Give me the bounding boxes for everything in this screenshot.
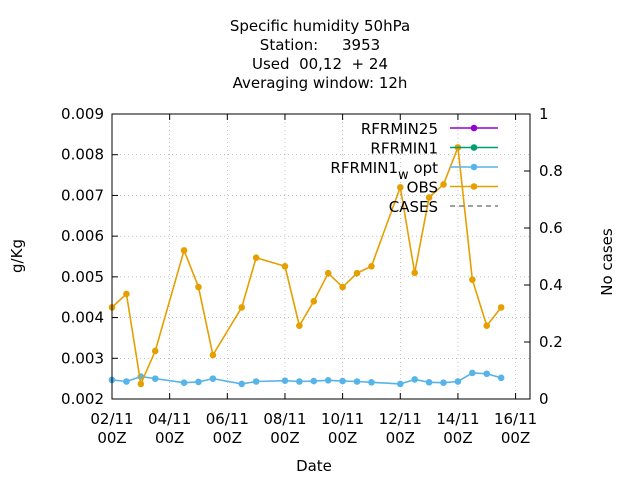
data-point	[469, 369, 476, 377]
series-line-obs	[111, 147, 502, 387]
data-point	[151, 375, 159, 382]
legend-marker	[470, 183, 478, 190]
data-point	[252, 378, 260, 385]
data-point	[123, 290, 130, 298]
data-point	[353, 378, 361, 385]
data-point	[411, 269, 418, 277]
data-point	[483, 322, 491, 330]
data-point	[238, 304, 246, 311]
x-tick-label-hour: 00Z	[386, 429, 415, 447]
data-point	[497, 374, 505, 382]
legend-entry: CASES	[389, 198, 438, 216]
x-tick-label: 04/11	[148, 410, 191, 428]
data-point	[310, 377, 318, 385]
chart-title-line-4: Averaging window: 12h	[232, 74, 408, 92]
y2-tick-label: 0.4	[539, 276, 563, 294]
chart-title-line-3: Used 00,12 + 24	[252, 55, 388, 73]
data-point	[396, 380, 404, 388]
y2-tick-label: 0	[539, 390, 549, 408]
x-tick-label: 06/11	[206, 410, 249, 428]
data-point	[469, 276, 476, 284]
data-point	[252, 254, 260, 262]
x-tick-label-hour: 00Z	[155, 429, 184, 447]
x-tick-label: 02/11	[90, 410, 133, 428]
x-tick-label-hour: 00Z	[501, 429, 530, 447]
x-tick-label: 08/11	[263, 410, 306, 428]
data-point	[368, 262, 375, 270]
chart-title-line-2: Station: 3953	[259, 36, 381, 54]
legend-marker	[470, 144, 478, 151]
data-point	[281, 262, 289, 270]
data-point	[180, 247, 188, 254]
y2-axis-label: No cases	[598, 228, 616, 296]
y-tick-label: 0.009	[61, 105, 104, 123]
data-point	[296, 322, 303, 330]
data-point	[123, 378, 130, 385]
data-point	[497, 304, 505, 311]
data-point	[368, 379, 375, 386]
x-tick-label: 12/11	[379, 410, 422, 428]
y-tick-label: 0.004	[61, 309, 104, 327]
y-tick-label: 0.007	[61, 186, 104, 204]
data-point	[396, 183, 404, 191]
data-point	[483, 370, 491, 378]
y2-tick-label: 0.6	[539, 219, 563, 237]
legend-entry: RFRMIN1	[370, 140, 438, 158]
data-point	[353, 269, 361, 277]
y-axis-label: g/Kg	[8, 239, 26, 273]
legend-entry: OBS	[407, 179, 438, 197]
data-point	[281, 377, 289, 384]
x-tick-label-hour: 00Z	[213, 429, 242, 447]
data-point	[209, 351, 217, 359]
y-tick-label: 0.003	[61, 349, 104, 367]
x-tick-label-hour: 00Z	[97, 429, 126, 447]
data-point	[339, 283, 346, 291]
chart-title-line-1: Specific humidity 50hPa	[229, 17, 411, 35]
x-axis-label: Date	[296, 457, 332, 475]
legend-entry: RFRMIN1w opt	[330, 159, 438, 183]
y-tick-label: 0.006	[61, 227, 104, 245]
data-point	[425, 194, 433, 201]
data-point	[454, 378, 462, 385]
x-tick-label: 14/11	[436, 410, 479, 428]
data-point	[324, 269, 332, 277]
data-point	[425, 379, 433, 386]
legend-entry: RFRMIN25	[361, 120, 438, 138]
plot-frame	[111, 113, 531, 400]
y-tick-label: 0.002	[61, 390, 104, 408]
data-point	[324, 376, 332, 384]
y2-tick-label: 0.2	[539, 333, 563, 351]
x-tick-label-hour: 00Z	[443, 429, 472, 447]
data-point	[209, 375, 217, 382]
data-point	[238, 380, 246, 388]
data-point	[151, 347, 159, 355]
y-tick-label: 0.008	[61, 146, 104, 164]
legend-marker	[470, 163, 478, 171]
y2-tick-label: 1	[539, 105, 549, 123]
legend-marker	[470, 124, 478, 132]
data-point	[296, 378, 303, 385]
data-point	[137, 380, 145, 388]
data-point	[195, 378, 202, 386]
y-tick-label: 0.005	[61, 268, 104, 286]
data-point	[440, 181, 447, 188]
data-point	[339, 377, 346, 385]
data-point	[180, 379, 188, 387]
x-tick-label: 16/11	[494, 410, 537, 428]
x-tick-label-hour: 00Z	[328, 429, 357, 447]
data-point	[411, 376, 418, 383]
x-tick-label-hour: 00Z	[270, 429, 299, 447]
data-point	[310, 297, 318, 305]
data-point	[440, 379, 447, 387]
x-tick-label: 10/11	[321, 410, 364, 428]
data-point	[195, 283, 202, 291]
y2-tick-label: 0.8	[539, 162, 563, 180]
